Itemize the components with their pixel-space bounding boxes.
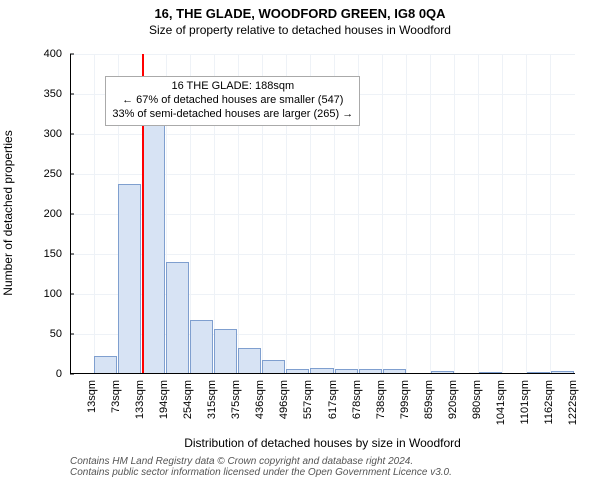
footer-line-1: Contains HM Land Registry data © Crown c… [70, 456, 452, 467]
annotation-line-2: ← 67% of detached houses are smaller (54… [112, 94, 353, 108]
x-tick-label: 617sqm [327, 380, 339, 419]
x-axis: 13sqm 73sqm 133sqm 194sqm 254sqm 315sqm 375sqm… [70, 374, 575, 434]
x-tick-label: 738sqm [375, 380, 387, 419]
annotation-line-1: 16 THE GLADE: 188sqm [112, 80, 353, 94]
x-tick-label: 496sqm [278, 380, 290, 419]
y-tick-label: 250 [44, 168, 62, 180]
chart-title: 16, THE GLADE, WOODFORD GREEN, IG8 0QA [0, 6, 600, 21]
histogram-bar [214, 329, 237, 374]
footer-attribution: Contains HM Land Registry data © Crown c… [70, 456, 452, 478]
y-tick-mark [70, 334, 74, 335]
grid-line-v [382, 54, 383, 374]
y-tick-label: 100 [44, 288, 62, 300]
grid-line-v [94, 54, 95, 374]
histogram-bar [262, 360, 285, 374]
y-tick-label: 350 [44, 88, 62, 100]
x-tick-label: 678sqm [351, 380, 363, 419]
x-tick-label: 133sqm [134, 380, 146, 419]
x-tick-label: 980sqm [471, 380, 483, 419]
annotation-line-3: 33% of semi-detached houses are larger (… [112, 108, 353, 122]
y-tick-label: 0 [56, 368, 62, 380]
histogram-bar [238, 348, 261, 374]
x-tick-label: 859sqm [423, 380, 435, 419]
grid-line-v [430, 54, 431, 374]
histogram-bar [142, 120, 165, 374]
grid-line-v [406, 54, 407, 374]
histogram-bar [94, 356, 117, 374]
grid-line-h [70, 54, 575, 55]
y-tick-label: 150 [44, 248, 62, 260]
x-tick-label: 557sqm [302, 380, 314, 419]
x-tick-label: 73sqm [110, 380, 122, 413]
y-tick-mark [70, 134, 74, 135]
plot-area: 16 THE GLADE: 188sqm← 67% of detached ho… [70, 54, 575, 374]
histogram-bar [190, 320, 213, 374]
y-tick-mark [70, 94, 74, 95]
y-tick-label: 200 [44, 208, 62, 220]
chart-subtitle: Size of property relative to detached ho… [0, 23, 600, 37]
y-tick-mark [70, 294, 74, 295]
footer-line-2: Contains public sector information licen… [70, 467, 452, 478]
y-tick-label: 50 [50, 328, 62, 340]
annotation-box: 16 THE GLADE: 188sqm← 67% of detached ho… [105, 76, 360, 125]
grid-line-v [526, 54, 527, 374]
x-tick-label: 375sqm [230, 380, 242, 419]
y-axis: 050100150200250300350400 [0, 54, 70, 374]
y-tick-label: 400 [44, 48, 62, 60]
x-tick-label: 920sqm [447, 380, 459, 419]
x-tick-label: 315sqm [206, 380, 218, 419]
x-tick-label: 194sqm [158, 380, 170, 419]
grid-line-v [550, 54, 551, 374]
x-tick-label: 1162sqm [543, 380, 555, 424]
grid-line-v [454, 54, 455, 374]
histogram-bar [166, 262, 189, 374]
grid-line-v [478, 54, 479, 374]
x-tick-label: 1041sqm [495, 380, 507, 425]
x-axis-label: Distribution of detached houses by size … [70, 436, 575, 450]
x-tick-label: 799sqm [399, 380, 411, 419]
histogram-bar [118, 184, 141, 374]
x-tick-label: 436sqm [254, 380, 266, 419]
y-tick-label: 300 [44, 128, 62, 140]
x-tick-label: 13sqm [86, 380, 98, 413]
x-tick-label: 1101sqm [519, 380, 531, 424]
grid-line-v [502, 54, 503, 374]
y-tick-mark [70, 54, 74, 55]
y-tick-mark [70, 214, 74, 215]
y-tick-mark [70, 174, 74, 175]
x-tick-label: 1222sqm [567, 380, 579, 425]
x-tick-label: 254sqm [182, 380, 194, 419]
y-tick-mark [70, 254, 74, 255]
